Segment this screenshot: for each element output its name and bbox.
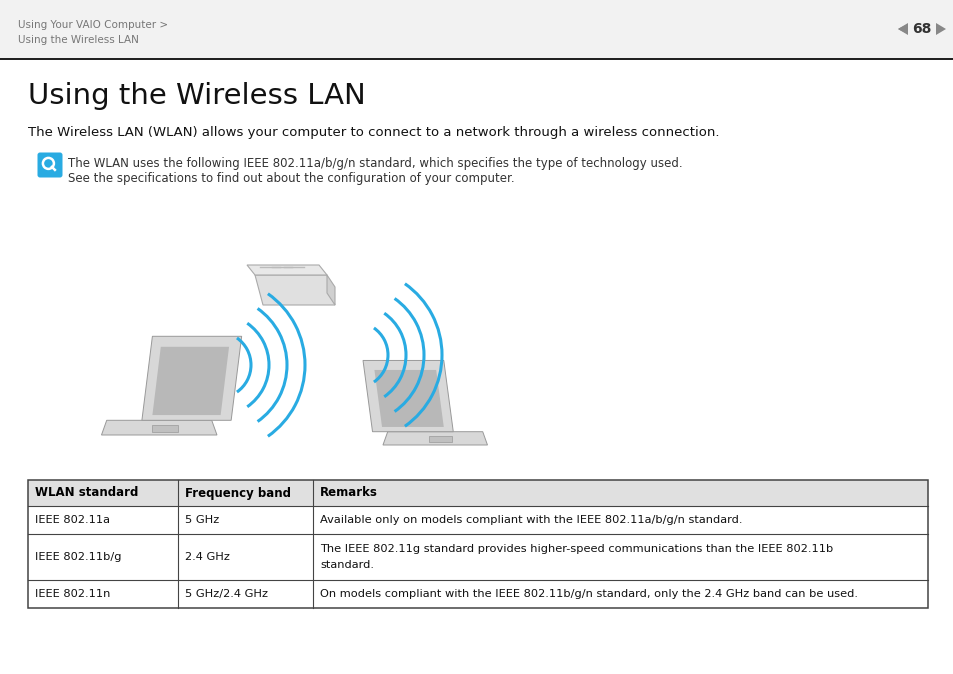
Text: 68: 68	[911, 22, 931, 36]
Text: The WLAN uses the following IEEE 802.11a/b/g/n standard, which specifies the typ: The WLAN uses the following IEEE 802.11a…	[68, 157, 682, 170]
Text: Using the Wireless LAN: Using the Wireless LAN	[28, 82, 365, 110]
Text: IEEE 802.11b/g: IEEE 802.11b/g	[35, 552, 121, 562]
Polygon shape	[897, 23, 907, 35]
Text: The IEEE 802.11g standard provides higher-speed communications than the IEEE 802: The IEEE 802.11g standard provides highe…	[319, 544, 832, 554]
Text: IEEE 802.11n: IEEE 802.11n	[35, 589, 111, 599]
Bar	[152, 425, 177, 432]
Text: Using Your VAIO Computer >: Using Your VAIO Computer >	[18, 20, 168, 30]
Text: 2.4 GHz: 2.4 GHz	[185, 552, 230, 562]
Text: On models compliant with the IEEE 802.11b/g/n standard, only the 2.4 GHz band ca: On models compliant with the IEEE 802.11…	[319, 589, 857, 599]
Polygon shape	[327, 275, 335, 305]
Polygon shape	[382, 432, 487, 445]
Polygon shape	[935, 23, 945, 35]
Text: Available only on models compliant with the IEEE 802.11a/b/g/n standard.: Available only on models compliant with …	[319, 515, 741, 525]
Text: WLAN standard: WLAN standard	[35, 487, 138, 499]
Text: IEEE 802.11a: IEEE 802.11a	[35, 515, 110, 525]
Polygon shape	[374, 370, 443, 427]
Bar	[0, 0, 953, 58]
FancyBboxPatch shape	[37, 152, 63, 177]
Polygon shape	[254, 275, 335, 305]
Text: Frequency band: Frequency band	[185, 487, 291, 499]
Text: 5 GHz: 5 GHz	[185, 515, 219, 525]
Bar	[28, 480, 927, 506]
Bar	[0, 57, 953, 60]
Bar	[429, 435, 452, 442]
Text: The Wireless LAN (WLAN) allows your computer to connect to a network through a w: The Wireless LAN (WLAN) allows your comp…	[28, 126, 719, 139]
Text: 5 GHz/2.4 GHz: 5 GHz/2.4 GHz	[185, 589, 268, 599]
Polygon shape	[363, 361, 453, 432]
Polygon shape	[152, 347, 229, 415]
Bar	[28, 480, 927, 608]
Text: See the specifications to find out about the configuration of your computer.: See the specifications to find out about…	[68, 172, 514, 185]
Polygon shape	[247, 265, 327, 275]
Polygon shape	[101, 421, 216, 435]
Polygon shape	[142, 336, 241, 421]
Text: Using the Wireless LAN: Using the Wireless LAN	[18, 35, 139, 45]
Text: Remarks: Remarks	[319, 487, 377, 499]
Text: standard.: standard.	[319, 560, 374, 570]
